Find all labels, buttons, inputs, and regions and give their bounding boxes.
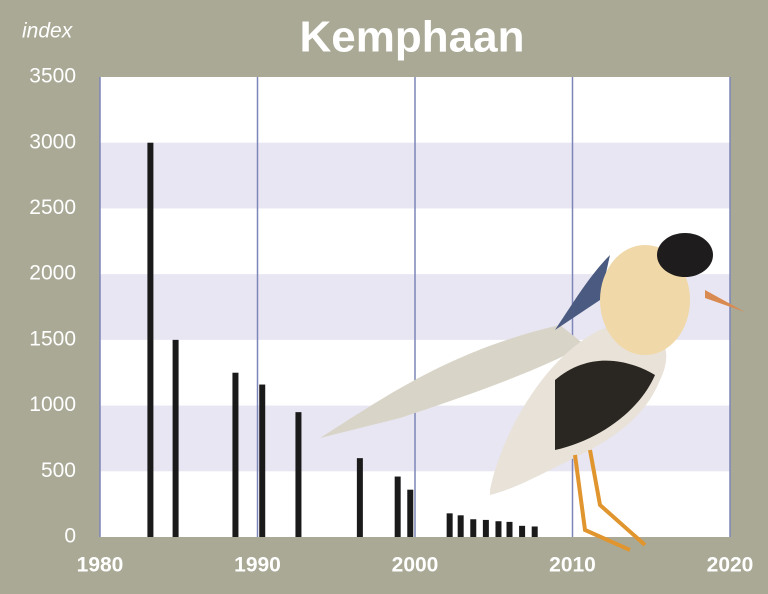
bird-breast [555,360,655,450]
bird-ruff [600,245,690,355]
x-tick-label: 1980 [77,554,124,577]
bar [506,521,513,537]
y-tick-label: 1000 [29,393,76,416]
x-tick-label: 2020 [707,554,754,577]
bar [147,142,154,537]
bar [519,525,526,537]
bar [232,372,239,537]
bird-wing [320,325,585,438]
bar [295,412,302,537]
bird-head [657,233,713,277]
y-tick-label: 500 [41,459,76,482]
y-tick-label: 2500 [29,196,76,219]
y-axis-label: index [22,20,74,43]
x-tick-label: 2010 [549,554,596,577]
y-tick-label: 0 [64,525,76,548]
bird-legs [573,449,647,552]
chart-title: Kemphaan [300,13,525,62]
y-tick-label: 2000 [29,262,76,285]
bar [407,489,414,537]
bar [172,339,179,537]
y-tick-label: 1500 [29,327,76,350]
bar [394,476,401,537]
bar [356,458,363,537]
bar [259,384,266,537]
bird-wing-dark [555,255,610,330]
bar [482,519,489,537]
bar [446,513,453,537]
x-tick-label: 1990 [234,554,281,577]
bar [457,515,464,537]
bar [531,526,538,537]
bar [495,521,502,537]
y-tick-label: 3000 [29,130,76,153]
y-tick-label: 3500 [29,65,76,88]
bird-beak [705,290,745,312]
x-tick-label: 2000 [392,554,439,577]
bar [470,519,477,537]
bird-photo [320,233,745,552]
